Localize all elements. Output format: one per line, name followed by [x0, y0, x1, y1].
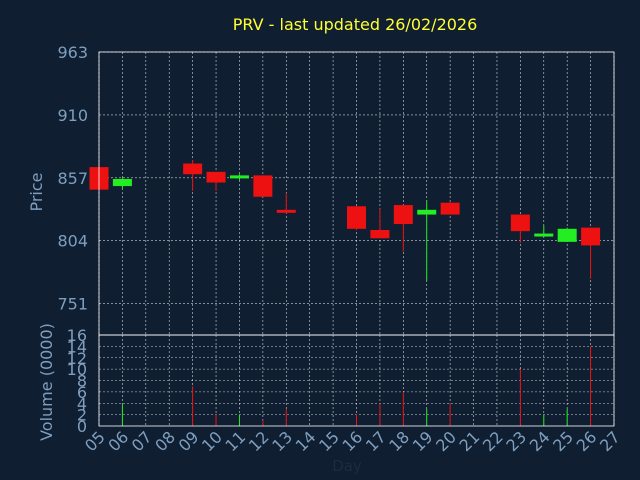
candle [347, 206, 366, 230]
volume-tick-label: 2 [77, 406, 87, 425]
day-axis-label: Day [332, 457, 362, 475]
candle-body [229, 175, 249, 179]
volume-axis-label: Volume (0000) [37, 323, 56, 441]
candle [229, 174, 249, 181]
candle-body [276, 209, 296, 213]
volume-tick-label: 4 [77, 394, 87, 413]
volume-frame [98, 334, 615, 427]
price-tick-label: 751 [57, 295, 88, 314]
candle [393, 205, 413, 252]
candle-body [440, 202, 460, 215]
candle-body [534, 233, 554, 237]
volume-tick-label: 0 [77, 417, 87, 436]
volume-tick-label: 12 [67, 349, 87, 368]
candle-body [253, 175, 273, 197]
candle [557, 227, 577, 242]
candle [417, 200, 437, 282]
volume-tick-label: 10 [67, 360, 87, 379]
price-axis-label: Price [27, 172, 46, 211]
volume-tick-label: 16 [67, 326, 87, 345]
volume-tick-label: 8 [77, 372, 87, 391]
day-tick-label: 27 [596, 427, 624, 455]
chart-title: PRV - last updated 26/02/2026 [233, 15, 478, 34]
candle-body [417, 209, 437, 215]
price-tick-label: 857 [57, 169, 88, 188]
volume-tick-label: 6 [77, 383, 87, 402]
candle-body [393, 205, 413, 225]
candle-body [112, 178, 132, 187]
price-tick-label: 963 [57, 43, 88, 62]
candle-body [510, 214, 530, 232]
candle [370, 208, 390, 239]
candle-body [206, 171, 226, 183]
price-panel: 963 910 857 804 751 [57, 43, 615, 336]
candle [510, 214, 530, 244]
price-tick-label: 804 [57, 232, 88, 251]
candle [581, 227, 601, 279]
price-tick-label: 910 [57, 106, 88, 125]
candle-body [557, 228, 577, 242]
candle-body [347, 206, 366, 229]
candle [112, 177, 132, 190]
candle [253, 175, 273, 197]
candle-body [370, 229, 390, 239]
candle [206, 171, 226, 191]
candle [440, 201, 460, 215]
candle [183, 159, 203, 191]
volume-tick-label: 14 [67, 337, 87, 356]
volume-panel: 1614121086420050607080910111213141516171… [67, 326, 624, 455]
candle-body [183, 163, 203, 175]
candle [276, 193, 296, 214]
candle [534, 225, 554, 238]
candle-body [581, 227, 601, 246]
